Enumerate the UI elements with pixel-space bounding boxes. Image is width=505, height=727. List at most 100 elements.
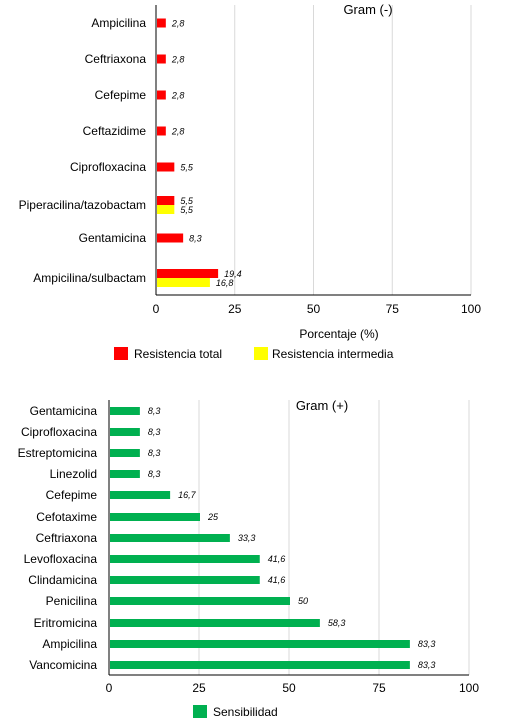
gram-positive-bar-sensibilidad-cefepime [110, 491, 171, 499]
gram-negative-value-label: 2,8 [171, 55, 185, 65]
gram-positive-x-ticks: 0 25 50 75 100 [106, 681, 480, 695]
gram-positive-gridlines [198, 400, 470, 675]
gram-negative-title: Gram (-) [343, 2, 392, 17]
gram-positive-value-label: 8,3 [148, 448, 161, 458]
gram-positive-bar-sensibilidad-cefotaxime [110, 513, 200, 521]
gram-positive-bar-sensibilidad-ceftriaxona [110, 534, 230, 542]
gram-positive-tick-label: 50 [282, 681, 296, 695]
gram-negative-category-ampicilina-sulbactam: Ampicilina/sulbactam [33, 271, 146, 285]
gram-negative-value-label: 5,5 [180, 163, 194, 173]
gram-positive-tick-label: 100 [459, 681, 479, 695]
gram-positive-category-gentamicina: Gentamicina [30, 404, 98, 418]
gram-negative-value-label: 8,3 [189, 234, 202, 244]
gram-positive-chart: 0 25 50 75 100 Gentamicina Ciprofloxacina Estr… [18, 398, 480, 719]
gram-positive-category-clindamicina: Clindamicina [28, 573, 97, 587]
gram-positive-value-label: 16,7 [178, 490, 197, 500]
gram-negative-bars [157, 18, 219, 287]
gram-negative-category-ampicilina: Ampicilina [91, 16, 146, 30]
gram-negative-value-label: 5,5 [180, 196, 194, 206]
gram-negative-bar-resistencia-total-cefepime [157, 90, 166, 100]
gram-positive-bar-sensibilidad-gentamicina [110, 407, 140, 415]
gram-positive-value-label: 8,3 [148, 406, 161, 416]
gram-positive-tick-label: 75 [372, 681, 386, 695]
gram-negative-bar-resistencia-total-ampicilina [157, 18, 166, 28]
gram-negative-bar-resistencia-total-ceftriaxona [157, 54, 166, 64]
gram-negative-bar-resistencia-total-ceftazidime [157, 126, 166, 136]
gram-negative-category-ceftriaxona: Ceftriaxona [85, 52, 147, 66]
legend-label-sensibilidad: Sensibilidad [213, 705, 278, 719]
gram-positive-value-label: 58,3 [328, 618, 346, 628]
gram-negative-category-ceftazidime: Ceftazidime [83, 124, 147, 138]
gram-negative-value-label: 19,4 [224, 269, 242, 279]
gram-positive-categories: Gentamicina Ciprofloxacina Estreptomicina L… [18, 404, 98, 672]
gram-negative-gridlines [234, 5, 472, 295]
gram-positive-value-label: 33,3 [238, 533, 256, 543]
gram-positive-value-label: 41,6 [268, 575, 286, 585]
gram-negative-tick-label: 100 [461, 302, 481, 316]
gram-negative-category-gentamicina: Gentamicina [79, 231, 147, 245]
gram-positive-legend: Sensibilidad [193, 705, 278, 719]
gram-positive-category-levofloxacina: Levofloxacina [24, 552, 98, 566]
gram-positive-bar-sensibilidad-ciprofloxacina [110, 428, 140, 436]
gram-negative-legend: Resistencia total Resistencia intermedia [114, 347, 394, 361]
gram-positive-bar-sensibilidad-clindamicina [110, 576, 260, 584]
gram-positive-value-label: 83,3 [418, 660, 436, 670]
gram-positive-bars [110, 407, 410, 669]
gram-positive-category-ampicilina: Ampicilina [42, 637, 97, 651]
gram-negative-tick-label: 50 [307, 302, 321, 316]
gram-positive-value-label: 8,3 [148, 469, 161, 479]
gram-positive-bar-sensibilidad-penicilina [110, 597, 290, 605]
gram-negative-bar-resistencia-total-ciprofloxacina [157, 162, 175, 172]
gram-positive-bar-sensibilidad-vancomicina [110, 661, 410, 669]
gram-positive-tick-label: 25 [192, 681, 206, 695]
gram-negative-tick-label: 25 [228, 302, 242, 316]
legend-swatch-sensibilidad [193, 705, 207, 718]
gram-positive-tick-label: 0 [106, 681, 113, 695]
gram-negative-x-ticks: 0 25 50 75 100 [153, 302, 482, 316]
gram-positive-category-eritromicina: Eritromicina [34, 616, 98, 630]
gram-negative-bar-resistencia-total-gentamicina [157, 233, 184, 243]
gram-positive-category-ciprofloxacina: Ciprofloxacina [21, 425, 97, 439]
legend-swatch-resistencia-total [114, 347, 128, 360]
gram-negative-x-axis-label: Porcentaje (%) [299, 327, 378, 341]
gram-negative-value-label: 2,8 [171, 127, 185, 137]
legend-label-resistencia-intermedia: Resistencia intermedia [272, 347, 394, 361]
gram-negative-value-label: 5,5 [180, 205, 194, 215]
gram-positive-bar-sensibilidad-levofloxacina [110, 555, 260, 563]
gram-positive-value-labels: 8,3 8,3 8,3 8,3 16,7 25 33,3 41,6 41,6 50 58,3 83,3… [148, 406, 436, 670]
gram-negative-value-label: 16,8 [216, 278, 234, 288]
gram-negative-category-cefepime: Cefepime [95, 88, 147, 102]
gram-positive-category-vancomicina: Vancomicina [29, 658, 97, 672]
gram-negative-category-ciprofloxacina: Ciprofloxacina [70, 160, 146, 174]
gram-negative-bar-resistencia-intermedia-piperacilina-tazobactam [157, 205, 175, 214]
gram-negative-categories: Ampicilina Ceftriaxona Cefepime Ceftazidime… [19, 16, 147, 285]
gram-positive-category-penicilina: Penicilina [46, 594, 98, 608]
gram-negative-chart: 0 25 50 75 100 Ampicilina Ceftriaxona Cefepime… [19, 2, 482, 361]
gram-negative-bar-resistencia-total-piperacilina-tazobactam [157, 196, 175, 205]
gram-positive-category-estreptomicina: Estreptomicina [18, 446, 98, 460]
gram-positive-value-label: 50 [298, 596, 308, 606]
gram-positive-bar-sensibilidad-ampicilina [110, 640, 410, 648]
gram-positive-title: Gram (+) [296, 398, 348, 413]
gram-positive-category-linezolid: Linezolid [50, 467, 97, 481]
legend-swatch-resistencia-intermedia [254, 347, 268, 360]
gram-positive-bar-sensibilidad-estreptomicina [110, 449, 140, 457]
gram-negative-bar-resistencia-intermedia-ampicilina-sulbactam [157, 278, 210, 287]
gram-positive-category-cefepime: Cefepime [46, 488, 98, 502]
gram-positive-bar-sensibilidad-linezolid [110, 470, 140, 478]
gram-positive-value-label: 25 [207, 512, 219, 522]
gram-negative-value-labels: 2,82,82,82,85,55,55,58,319,416,8 [171, 19, 242, 289]
gram-negative-category-piperacilina-tazobactam: Piperacilina/tazobactam [19, 198, 146, 212]
gram-negative-tick-label: 75 [386, 302, 400, 316]
gram-positive-value-label: 83,3 [418, 639, 436, 649]
gram-positive-value-label: 41,6 [268, 554, 286, 564]
gram-negative-value-label: 2,8 [171, 91, 185, 101]
gram-negative-tick-label: 0 [153, 302, 160, 316]
legend-label-resistencia-total: Resistencia total [134, 347, 222, 361]
gram-negative-value-label: 2,8 [171, 19, 185, 29]
gram-positive-bar-sensibilidad-eritromicina [110, 619, 320, 627]
gram-negative-bar-resistencia-total-ampicilina-sulbactam [157, 269, 219, 278]
gram-positive-category-cefotaxime: Cefotaxime [36, 510, 97, 524]
gram-positive-category-ceftriaxona: Ceftriaxona [36, 531, 98, 545]
